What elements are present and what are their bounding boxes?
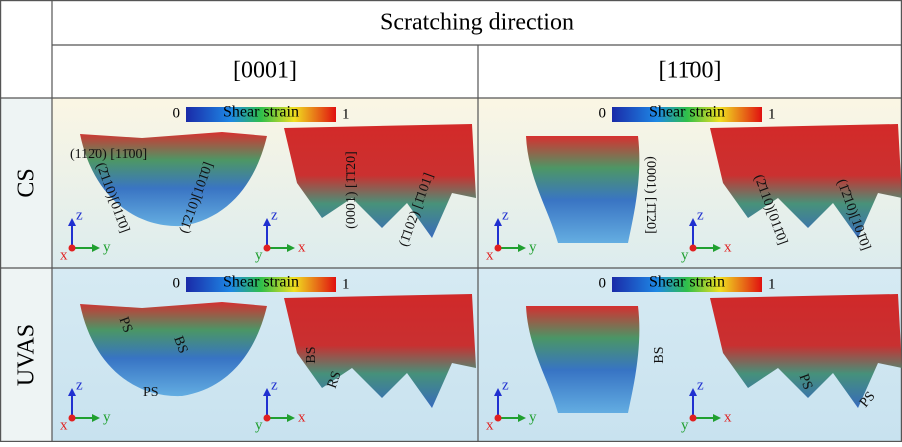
axis-label: y xyxy=(681,247,689,263)
colorbar-max: 1 xyxy=(768,106,776,122)
row-label: UVAS xyxy=(14,324,40,386)
column-header: [11̄00] xyxy=(658,58,721,84)
axis-origin xyxy=(264,245,271,252)
axis-origin xyxy=(690,415,697,422)
axis-origin xyxy=(69,245,76,252)
axis-origin xyxy=(690,245,697,252)
axis-origin xyxy=(495,245,502,252)
annotation: PS xyxy=(143,385,159,400)
label-column xyxy=(0,98,52,442)
axis-label: z xyxy=(697,377,704,393)
axis-label: y xyxy=(255,247,263,263)
axis-label: x xyxy=(724,239,732,255)
colorbar-min: 0 xyxy=(173,105,181,121)
colorbar-label: Shear strain xyxy=(649,274,725,291)
axis-origin xyxy=(495,415,502,422)
axis-label: y xyxy=(529,409,537,425)
row-label: CS xyxy=(14,168,40,197)
axis-label: z xyxy=(271,207,278,223)
axis-label: z xyxy=(502,377,509,393)
colorbar-label: Shear strain xyxy=(649,104,725,121)
axis-label: z xyxy=(76,377,83,393)
axis-label: x xyxy=(60,417,68,433)
figure: Scratching direction [0001] [11̄00] CS U… xyxy=(0,0,902,442)
axis-label: x xyxy=(486,417,494,433)
colorbar-max: 1 xyxy=(342,276,350,292)
axis-label: z xyxy=(271,377,278,393)
axis-label: z xyxy=(502,207,509,223)
axis-origin xyxy=(264,415,271,422)
colorbar-label: Shear strain xyxy=(223,274,299,291)
axis-label: y xyxy=(103,409,111,425)
axis-origin xyxy=(69,415,76,422)
annotation: (0001) [1̄1̄20] xyxy=(643,156,658,234)
axis-label: x xyxy=(486,247,494,263)
colorbar-min: 0 xyxy=(173,275,181,291)
annotation: (112̄0) [11̄00] xyxy=(70,147,147,162)
axis-label: x xyxy=(298,239,306,255)
header-title: Scratching direction xyxy=(380,10,574,36)
colorbar-max: 1 xyxy=(342,106,350,122)
axis-label: y xyxy=(103,239,111,255)
colorbar-min: 0 xyxy=(599,105,607,121)
annotation: (0001) [1̄1̄20] xyxy=(344,151,359,229)
annotation: BS xyxy=(304,346,319,363)
column-header: [0001] xyxy=(233,58,297,84)
annotation: BS xyxy=(652,346,667,363)
axis-label: y xyxy=(255,417,263,433)
colorbar-min: 0 xyxy=(599,275,607,291)
colorbar-label: Shear strain xyxy=(223,104,299,121)
axis-label: z xyxy=(76,207,83,223)
axis-label: x xyxy=(298,409,306,425)
axis-label: y xyxy=(529,239,537,255)
axis-label: x xyxy=(724,409,732,425)
colorbar-max: 1 xyxy=(768,276,776,292)
axis-label: y xyxy=(681,417,689,433)
axis-label: x xyxy=(60,247,68,263)
axis-label: z xyxy=(697,207,704,223)
